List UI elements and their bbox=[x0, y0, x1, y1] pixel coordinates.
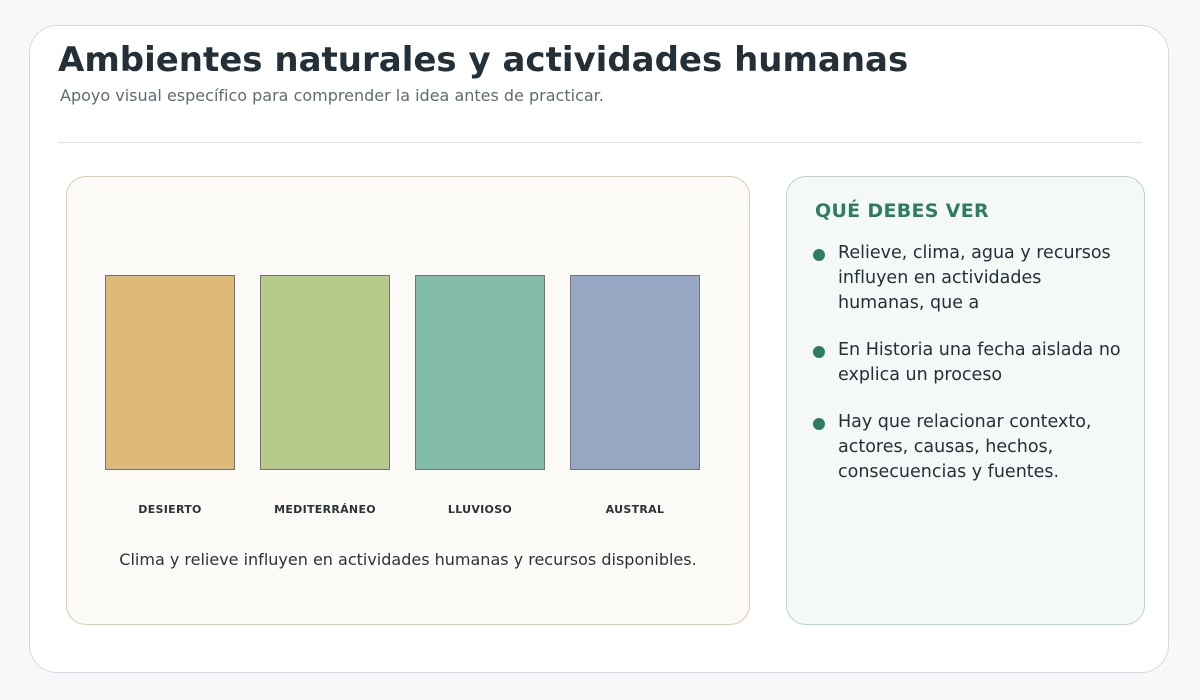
swatch bbox=[260, 275, 390, 470]
bullet: Relieve, clima, agua y recursos influyen… bbox=[838, 243, 1111, 313]
swatch-label: DESIERTO bbox=[138, 503, 202, 516]
caption: Clima y relieve influyen en actividades … bbox=[119, 550, 697, 569]
swatch bbox=[105, 275, 235, 470]
swatch-label: LLUVIOSO bbox=[447, 503, 513, 516]
bullet: Hay que relacionar contexto, actores, ca… bbox=[838, 412, 1092, 482]
swatch-label: AUSTRAL bbox=[605, 503, 665, 516]
divider bbox=[58, 142, 1142, 143]
subtitle: Apoyo visual específico para comprender … bbox=[60, 86, 604, 105]
title: Ambientes naturales y actividades humana… bbox=[58, 40, 909, 80]
bullet-dot bbox=[813, 418, 825, 430]
sidebar-title: QUÉ DEBES VER bbox=[815, 200, 989, 222]
bullet: En Historia una fecha aislada no explica… bbox=[838, 340, 1121, 385]
swatch bbox=[570, 275, 700, 470]
swatch bbox=[415, 275, 545, 470]
bullet-dot bbox=[813, 249, 825, 261]
sidebar-panel bbox=[786, 176, 1145, 625]
bullet-dot bbox=[813, 346, 825, 358]
swatch-label: MEDITERRÁNEO bbox=[274, 503, 376, 516]
